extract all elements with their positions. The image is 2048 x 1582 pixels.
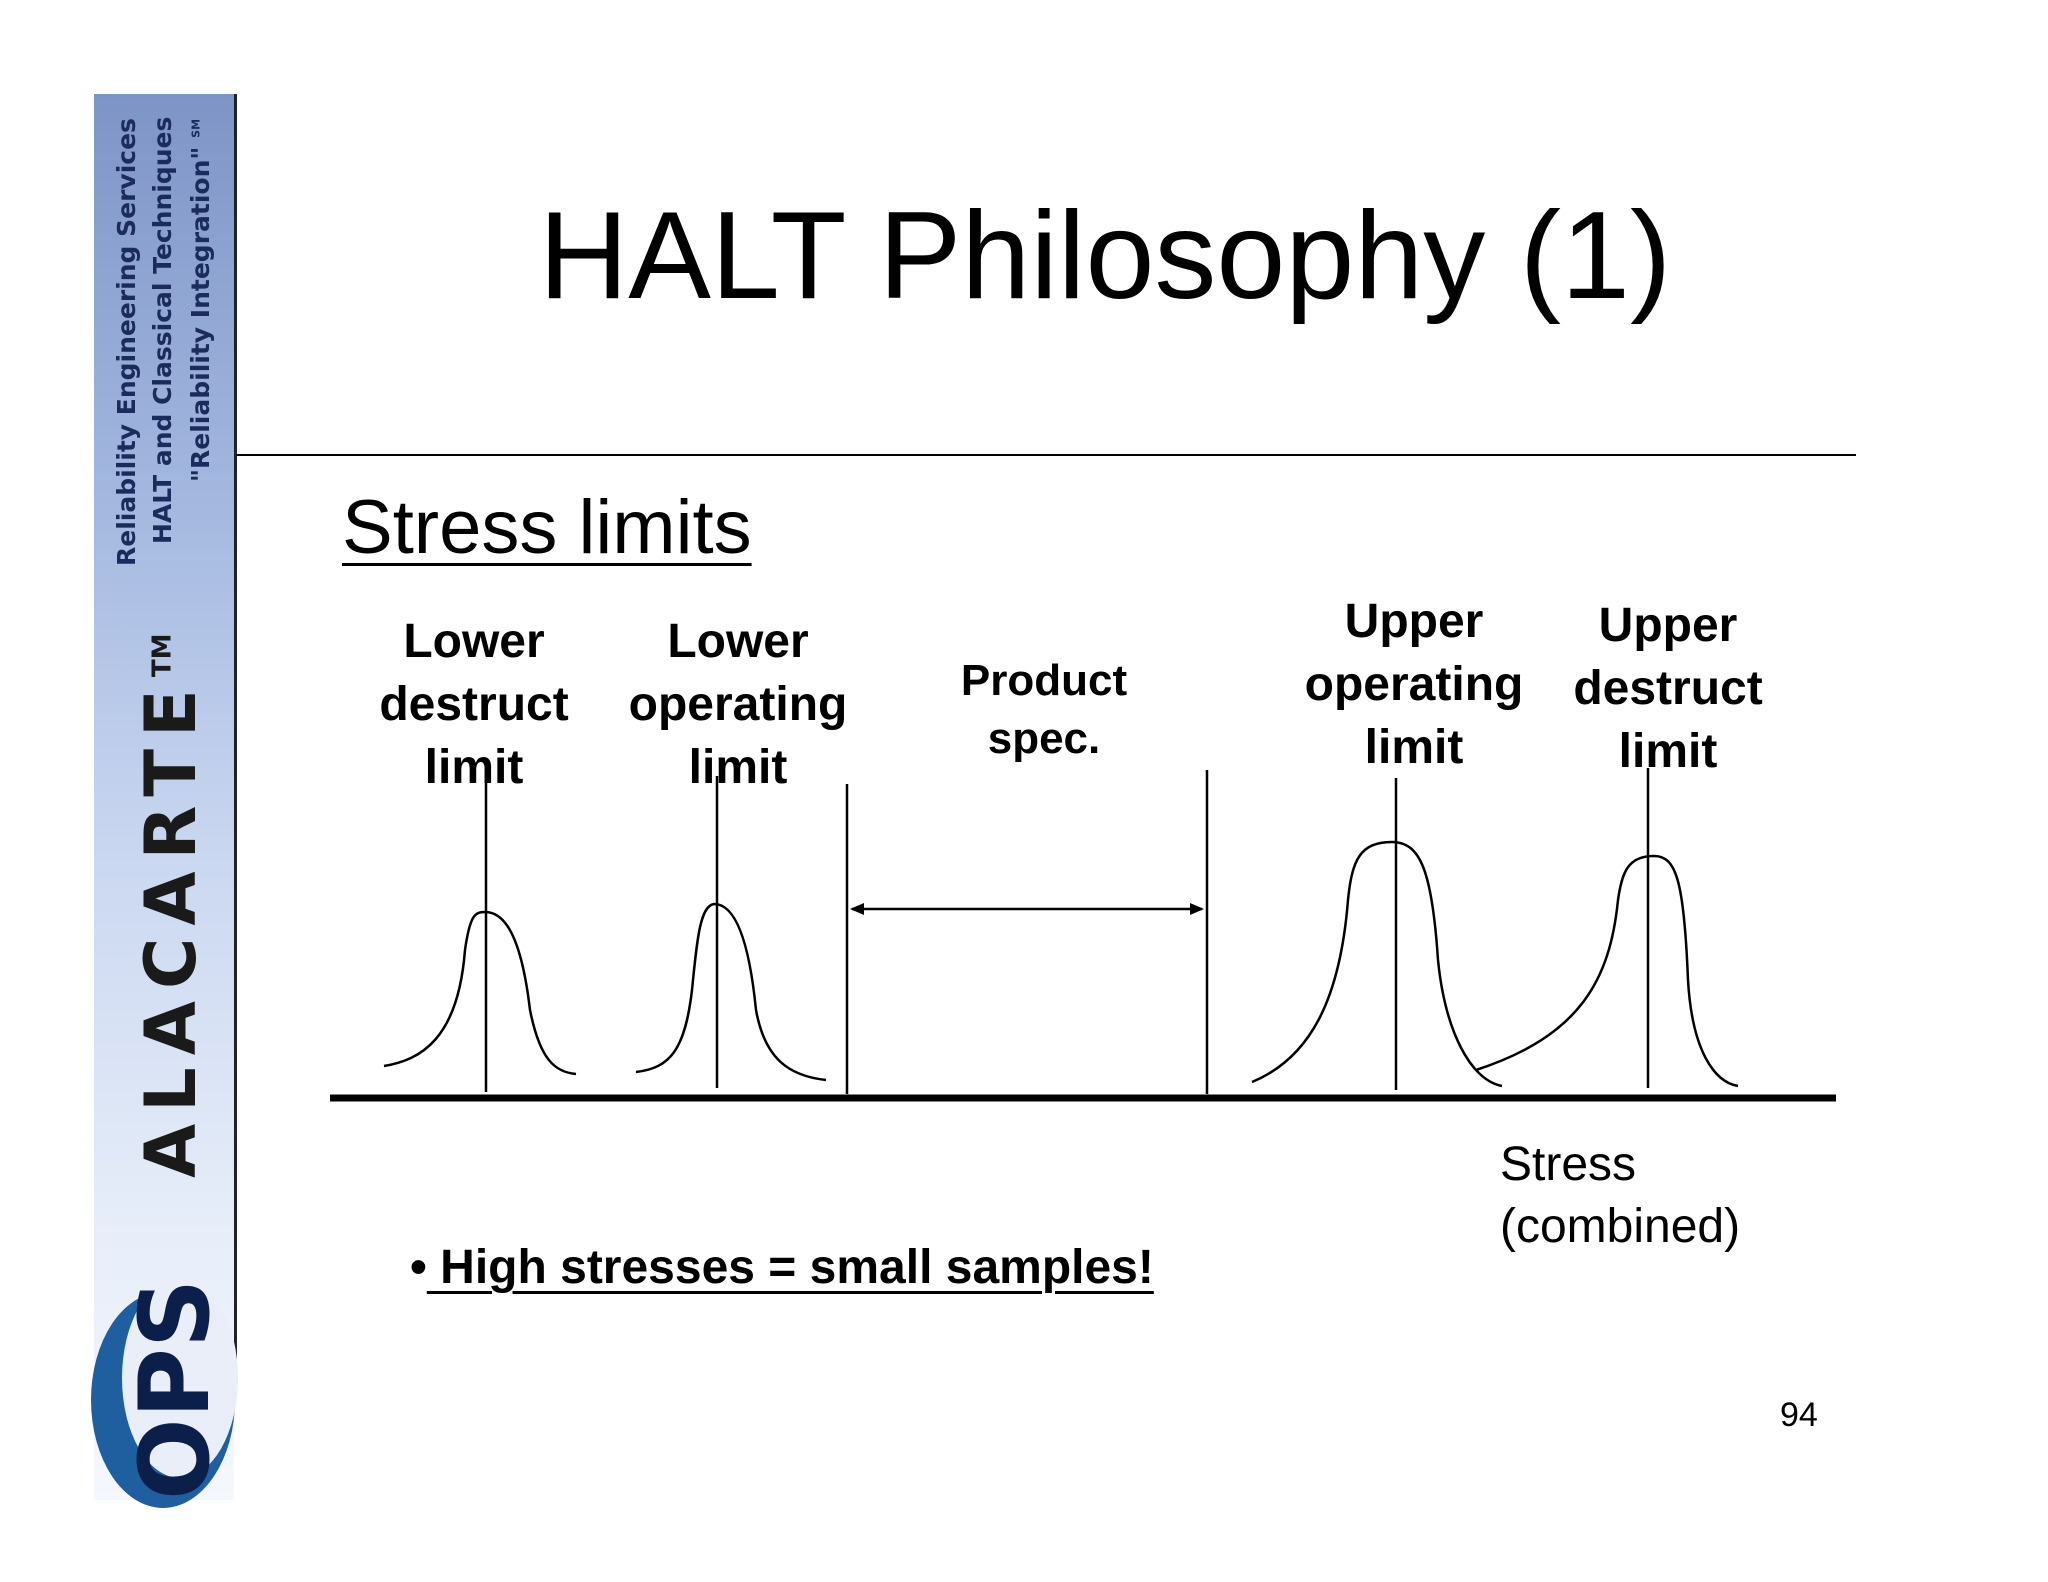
label-line: Lower [403,615,545,668]
label-line: limit [688,741,788,794]
page-number: 94 [1780,1396,1818,1434]
ops-logo-text: OPS [119,1279,231,1500]
bullet-marker: • [410,1241,427,1294]
axis-label-line: (combined) [1500,1200,1741,1253]
label-line: operating [628,678,848,731]
label-upper-operating-limit: Upper operating limit [1284,590,1544,779]
label-line: Lower [667,615,809,668]
label-line: limit [424,741,524,794]
label-line: operating [1304,658,1524,711]
slide-title: HALT Philosophy (1) [538,187,1672,325]
label-upper-destruct-limit: Upper destruct limit [1538,594,1798,783]
title-divider [236,454,1856,456]
upper-operating-distribution [1251,840,1503,1088]
label-line: destruct [379,678,569,731]
label-lower-operating-limit: Lower operating limit [608,610,868,799]
lower-operating-distribution [635,902,827,1082]
sidebar-banner [94,94,234,1500]
label-line: Product [960,656,1128,705]
upper-destruct-distribution [1475,854,1739,1088]
stress-axis-label: Stress (combined) [1500,1134,1740,1258]
label-line: destruct [1573,662,1763,715]
label-line: Upper [1598,599,1738,652]
label-lower-destruct-limit: Lower destruct limit [344,610,604,799]
label-product-spec: Product spec. [914,652,1174,768]
axis-label-line: Stress [1500,1138,1637,1191]
lower-destruct-distribution [383,910,577,1076]
label-line: limit [1364,721,1464,774]
bullet-point: • High stresses = small samples! [410,1240,1154,1295]
sidebar-divider [234,94,237,1378]
section-heading: Stress limits [342,485,752,570]
label-line: spec. [987,714,1101,763]
label-line: Upper [1344,595,1484,648]
ops-logo: OPS [91,1278,238,1508]
bullet-text: High stresses = small samples! [426,1241,1154,1294]
label-line: limit [1618,725,1718,778]
